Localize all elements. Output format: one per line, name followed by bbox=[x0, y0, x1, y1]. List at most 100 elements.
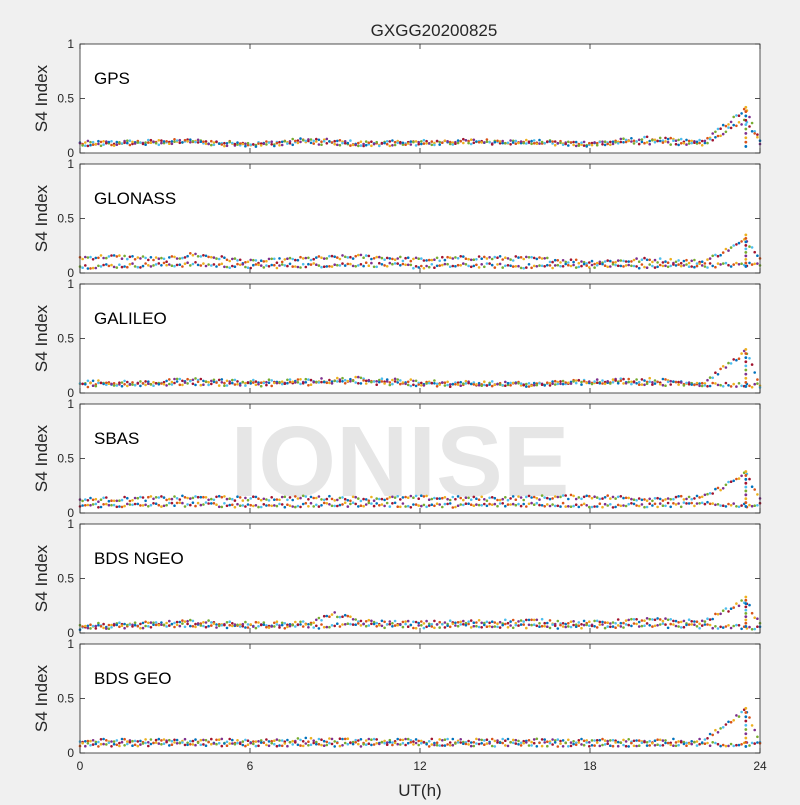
data-point bbox=[753, 627, 756, 631]
data-point bbox=[672, 737, 675, 741]
data-point bbox=[551, 140, 554, 143]
data-point bbox=[433, 743, 436, 747]
data-point bbox=[658, 263, 662, 267]
data-point bbox=[472, 741, 476, 744]
data-point bbox=[525, 505, 528, 508]
data-point bbox=[664, 741, 667, 745]
data-point bbox=[278, 626, 281, 629]
data-point bbox=[296, 139, 300, 142]
data-point bbox=[711, 132, 714, 135]
data-point bbox=[299, 505, 302, 509]
data-point bbox=[483, 621, 486, 625]
data-point bbox=[611, 744, 615, 748]
data-point bbox=[640, 503, 644, 506]
data-point bbox=[257, 505, 260, 509]
data-point bbox=[427, 258, 431, 262]
data-point bbox=[162, 623, 166, 627]
data-point bbox=[653, 618, 657, 622]
data-point bbox=[624, 619, 628, 622]
data-point bbox=[546, 621, 549, 625]
data-point bbox=[687, 381, 691, 384]
data-point bbox=[651, 383, 654, 386]
data-point bbox=[396, 737, 400, 741]
data-point bbox=[561, 625, 565, 628]
data-point bbox=[598, 502, 602, 506]
data-point bbox=[126, 742, 129, 746]
data-point bbox=[144, 141, 147, 144]
spike-point bbox=[744, 123, 748, 127]
data-point bbox=[561, 259, 565, 262]
data-point bbox=[97, 745, 100, 748]
data-point bbox=[380, 740, 384, 744]
data-point bbox=[147, 264, 150, 267]
data-point bbox=[299, 137, 302, 140]
data-point bbox=[656, 624, 659, 627]
data-point bbox=[183, 505, 187, 508]
data-point bbox=[695, 740, 699, 743]
data-point bbox=[682, 259, 686, 263]
data-point bbox=[225, 497, 229, 501]
data-point bbox=[393, 624, 397, 627]
data-point bbox=[504, 496, 507, 499]
watermark-text: IONISE bbox=[231, 406, 570, 518]
data-point bbox=[624, 496, 628, 500]
data-point bbox=[194, 383, 197, 387]
data-point bbox=[194, 140, 197, 144]
data-point bbox=[653, 624, 657, 628]
data-point bbox=[286, 257, 289, 261]
data-point bbox=[194, 252, 197, 256]
data-point bbox=[126, 623, 129, 627]
data-point bbox=[270, 143, 274, 146]
data-point bbox=[144, 262, 147, 265]
data-point bbox=[637, 138, 641, 142]
data-point bbox=[396, 378, 400, 381]
data-point bbox=[656, 738, 659, 741]
data-point bbox=[572, 623, 575, 627]
data-point bbox=[532, 381, 536, 385]
data-point bbox=[632, 139, 636, 143]
data-point bbox=[462, 137, 465, 141]
data-point bbox=[244, 144, 247, 148]
data-point bbox=[81, 144, 84, 147]
data-point bbox=[609, 744, 612, 747]
data-point bbox=[553, 379, 557, 383]
data-point bbox=[309, 383, 313, 387]
data-point bbox=[530, 623, 533, 627]
data-point bbox=[637, 504, 641, 508]
data-point bbox=[735, 358, 738, 362]
data-point bbox=[454, 142, 457, 145]
data-point bbox=[181, 141, 184, 144]
data-point bbox=[700, 619, 704, 623]
data-point bbox=[404, 143, 407, 146]
data-point bbox=[582, 144, 586, 147]
data-point bbox=[448, 265, 452, 269]
data-point bbox=[165, 621, 168, 625]
data-point bbox=[322, 501, 326, 505]
data-point bbox=[420, 140, 423, 143]
data-point bbox=[409, 143, 413, 146]
data-point bbox=[475, 621, 478, 624]
data-point bbox=[559, 495, 562, 499]
data-point bbox=[288, 496, 292, 499]
data-point bbox=[483, 743, 486, 746]
data-point bbox=[165, 498, 168, 502]
data-point bbox=[485, 504, 489, 508]
data-point bbox=[273, 263, 276, 267]
data-point bbox=[624, 264, 628, 267]
data-point bbox=[378, 623, 381, 627]
data-point bbox=[362, 256, 365, 260]
data-point bbox=[270, 257, 274, 261]
data-point bbox=[86, 144, 90, 148]
data-point bbox=[690, 141, 693, 145]
spike-points bbox=[744, 348, 748, 388]
data-point bbox=[278, 624, 281, 627]
data-point bbox=[430, 743, 434, 746]
data-point bbox=[168, 263, 171, 266]
data-point bbox=[569, 258, 573, 262]
data-point bbox=[574, 266, 578, 269]
data-point bbox=[632, 258, 636, 262]
data-point bbox=[674, 495, 678, 499]
data-point bbox=[81, 504, 84, 507]
data-point bbox=[351, 495, 355, 499]
data-point bbox=[441, 141, 444, 144]
